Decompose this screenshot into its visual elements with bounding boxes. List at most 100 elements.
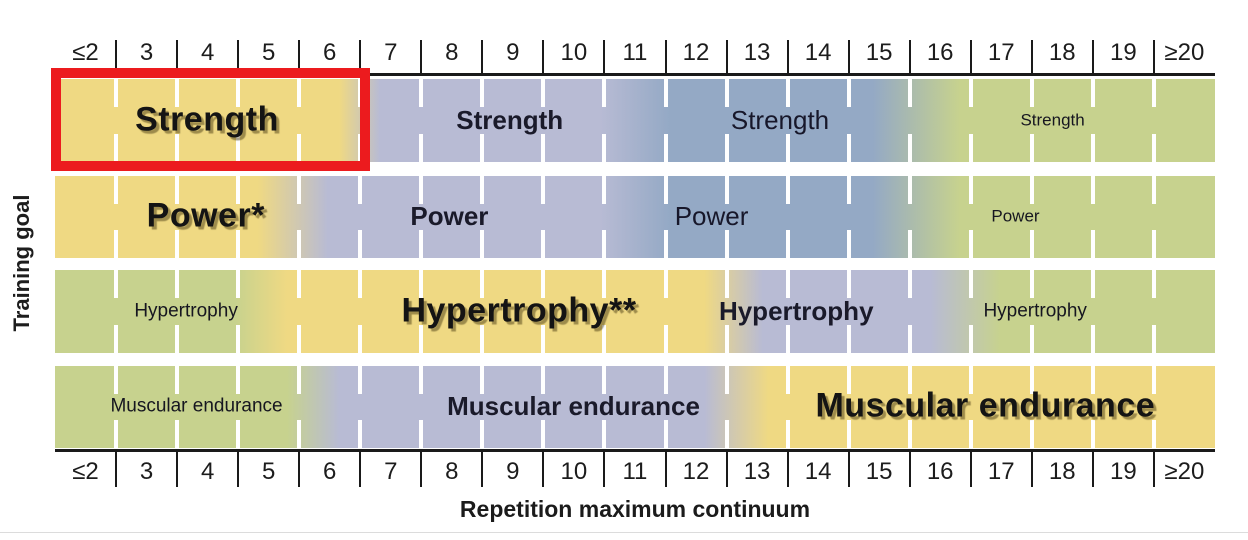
- column-divider-tick: [663, 366, 668, 394]
- column-divider-tick: [175, 230, 180, 258]
- column-divider-tick: [907, 366, 912, 394]
- column-divider-tick: [419, 176, 424, 204]
- column-divider-tick: [846, 420, 851, 448]
- segment-label: Power: [410, 200, 489, 231]
- bottom-axis-tick-mark: [237, 452, 240, 487]
- top-axis-tick-label: 7: [384, 39, 398, 66]
- column-divider-tick: [785, 270, 790, 299]
- column-divider-tick: [1029, 79, 1034, 108]
- bottom-axis-tick-label: 16: [926, 458, 954, 485]
- band-row-power: Power* Power Power Power: [55, 176, 1215, 258]
- column-divider-tick: [419, 420, 424, 448]
- column-divider-tick: [907, 324, 912, 353]
- highlight-box[interactable]: [51, 68, 370, 171]
- column-divider-tick: [663, 176, 668, 204]
- column-divider-tick: [1090, 324, 1095, 353]
- top-axis-tick-mark: [1030, 40, 1033, 73]
- column-divider-tick: [297, 230, 302, 258]
- top-axis-tick-label: 3: [139, 39, 154, 66]
- bottom-axis-tick-label: ≤2: [72, 458, 99, 485]
- column-divider-tick: [297, 176, 302, 204]
- top-axis-tick-label: ≥20: [1164, 39, 1205, 66]
- bottom-axis-tick-mark: [603, 452, 606, 487]
- column-divider-tick: [541, 230, 546, 258]
- bottom-axis-tick-label: 17: [987, 458, 1015, 485]
- column-divider-tick: [1029, 420, 1034, 448]
- column-divider-tick: [1151, 133, 1156, 162]
- column-divider-tick: [175, 176, 180, 204]
- band-row-strength: Strength Strength Strength Strength: [55, 79, 1215, 162]
- bottom-axis-tick-mark: [786, 452, 789, 487]
- bottom-axis-tick-label: 18: [1048, 458, 1076, 485]
- column-divider-tick: [602, 79, 607, 108]
- column-divider-tick: [846, 133, 851, 162]
- top-axis-tick-label: 10: [560, 39, 588, 66]
- column-divider-tick: [907, 79, 912, 108]
- segment-label: Strength: [135, 100, 279, 139]
- top-axis-tick-label: 16: [926, 39, 954, 66]
- bottom-axis-tick-mark: [725, 452, 728, 487]
- x-axis-title: Repetition maximum continuum: [459, 496, 811, 522]
- column-divider-tick: [1029, 133, 1034, 162]
- column-divider-tick: [1151, 176, 1156, 204]
- column-divider-tick: [236, 324, 241, 353]
- top-axis-tick-mark: [664, 40, 667, 73]
- column-divider-tick: [724, 324, 729, 353]
- top-axis-tick-label: ≤2: [72, 39, 99, 66]
- column-divider-tick: [1151, 230, 1156, 258]
- column-divider-tick: [297, 420, 302, 448]
- column-divider-tick: [236, 230, 241, 258]
- top-axis-tick-label: 5: [261, 39, 276, 66]
- bottom-axis-tick-label: 9: [506, 458, 520, 485]
- column-divider-tick: [236, 133, 241, 162]
- column-divider-tick: [1151, 324, 1156, 353]
- top-axis-tick-mark: [359, 40, 362, 73]
- segment-label: Muscular endurance: [447, 390, 700, 421]
- column-divider-tick: [358, 366, 363, 394]
- top-axis-tick-mark: [420, 40, 423, 73]
- column-divider-tick: [1151, 420, 1156, 448]
- column-divider-tick: [114, 270, 119, 299]
- column-divider-tick: [785, 230, 790, 258]
- column-divider-tick: [297, 366, 302, 394]
- column-divider-tick: [419, 133, 424, 162]
- top-axis-tick-label: 6: [323, 39, 337, 66]
- column-divider-tick: [785, 324, 790, 353]
- column-divider-tick: [663, 79, 668, 108]
- bottom-axis-tick-mark: [176, 452, 179, 487]
- bottom-axis-tick-label: 7: [384, 458, 398, 485]
- column-divider-tick: [846, 230, 851, 258]
- segment-label: Hypertrophy**: [401, 291, 637, 330]
- top-axis: ≤2 3 4 5 6 7 8 9 10 11 12 13 14 15 16 17 18 19 ≥20: [55, 34, 1215, 76]
- column-divider-tick: [236, 366, 241, 394]
- column-divider-tick: [968, 230, 973, 258]
- column-divider-tick: [663, 420, 668, 448]
- column-divider-tick: [1090, 420, 1095, 448]
- bottom-axis-tick-mark: [298, 452, 301, 487]
- bottom-axis-tick-mark: [1091, 452, 1094, 487]
- column-divider-tick: [1151, 366, 1156, 394]
- column-divider-tick: [1029, 176, 1034, 204]
- column-divider-tick: [297, 133, 302, 162]
- column-divider-tick: [846, 366, 851, 394]
- bottom-axis-tick-mark: [481, 452, 484, 487]
- top-axis-tick-mark: [969, 40, 972, 73]
- column-divider-tick: [724, 230, 729, 258]
- column-divider-tick: [1090, 230, 1095, 258]
- column-divider-tick: [724, 420, 729, 448]
- top-axis-tick-mark: [603, 40, 606, 73]
- column-divider-tick: [236, 420, 241, 448]
- bottom-axis-tick-label: 15: [865, 458, 893, 485]
- top-axis-tick-mark: [725, 40, 728, 73]
- bottom-axis-tick-label: 8: [445, 458, 459, 485]
- top-axis-tick-mark: [115, 40, 118, 73]
- bottom-rule: [0, 532, 1248, 533]
- top-axis-tick-mark: [1152, 40, 1155, 73]
- column-divider-tick: [358, 420, 363, 448]
- column-divider-tick: [236, 176, 241, 204]
- top-axis-tick-mark: [847, 40, 850, 73]
- column-divider-tick: [1029, 324, 1034, 353]
- top-axis-tick-label: 9: [506, 39, 520, 66]
- column-divider-tick: [602, 230, 607, 258]
- top-axis-tick-label: 12: [682, 39, 710, 66]
